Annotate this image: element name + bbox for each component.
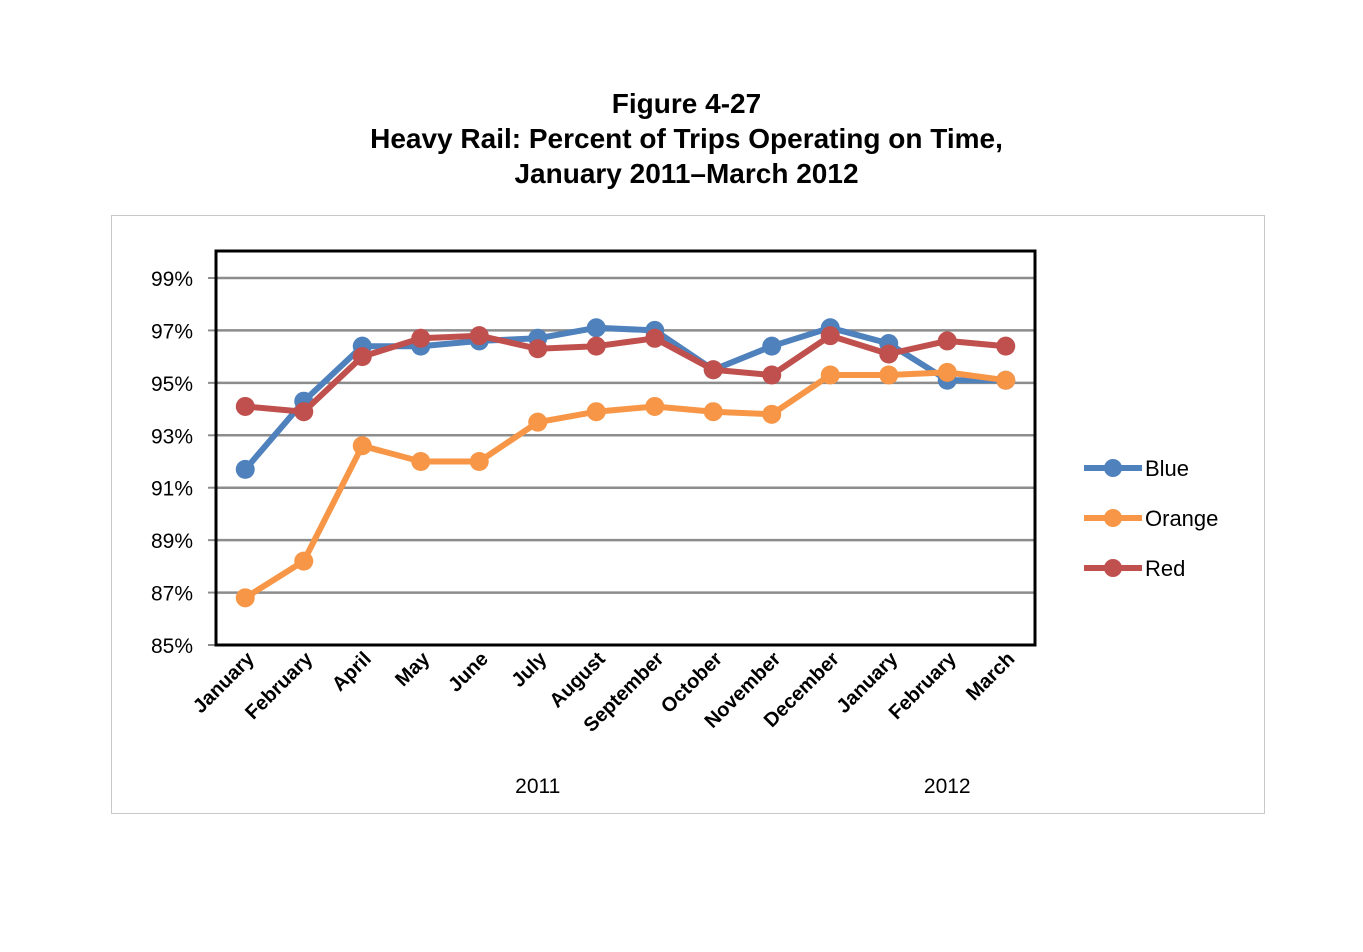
- data-point: [820, 326, 840, 346]
- gridlines: [216, 276, 1035, 594]
- y-tick-label: 99%: [151, 268, 193, 291]
- y-tick-label: 89%: [151, 530, 193, 553]
- data-point: [235, 588, 255, 608]
- series-lines: [235, 318, 1016, 608]
- x-tick-label: June: [444, 648, 493, 697]
- data-point: [645, 328, 665, 348]
- y-tick-label: 85%: [151, 635, 193, 658]
- title-line-3: January 2011–March 2012: [514, 158, 859, 189]
- y-tick-label: 87%: [151, 583, 193, 606]
- data-point: [411, 328, 431, 348]
- y-tick-label: 93%: [151, 425, 193, 448]
- data-point: [528, 339, 548, 359]
- legend-item-blue: Blue: [1084, 456, 1189, 481]
- x-tick-label: April: [328, 648, 376, 696]
- data-point: [820, 365, 840, 385]
- y-tick-label: 95%: [151, 373, 193, 396]
- data-point: [586, 318, 606, 338]
- legend-marker-icon: [1104, 459, 1122, 477]
- y-axis: 85% 87% 89% 91% 93% 95% 97% 99%: [151, 251, 218, 658]
- legend-item-orange: Orange: [1084, 506, 1218, 531]
- plot-area-border: [214, 249, 1037, 647]
- chart-title: Figure 4-27 Heavy Rail: Percent of Trips…: [0, 86, 1363, 191]
- data-point: [352, 436, 372, 456]
- data-point: [411, 452, 431, 471]
- year-group-label: 2011: [515, 775, 560, 798]
- data-point: [645, 396, 665, 416]
- title-line-2: Heavy Rail: Percent of Trips Operating o…: [370, 123, 1003, 154]
- data-point: [879, 365, 899, 385]
- data-point: [235, 459, 255, 479]
- data-point: [937, 331, 957, 351]
- y-tick-label: 91%: [151, 478, 193, 501]
- data-point: [294, 402, 314, 422]
- legend-label: Orange: [1145, 506, 1218, 531]
- series-line: [243, 324, 1006, 472]
- legend-item-red: Red: [1084, 556, 1185, 581]
- data-point: [762, 404, 782, 424]
- series-red: [235, 326, 1016, 422]
- legend: Blue Orange Red: [1084, 456, 1218, 581]
- title-line-1: Figure 4-27: [611, 88, 762, 119]
- series-line: [245, 332, 1007, 415]
- data-point: [586, 336, 606, 356]
- legend-marker-icon: [1104, 509, 1122, 527]
- data-point: [996, 370, 1016, 390]
- data-point: [762, 336, 782, 356]
- data-point: [469, 452, 489, 471]
- data-point: [469, 326, 489, 346]
- legend-marker-icon: [1104, 559, 1122, 577]
- series-line: [243, 369, 1007, 601]
- data-point: [937, 362, 957, 382]
- chart-frame: [111, 215, 1265, 814]
- data-point: [703, 402, 723, 422]
- data-point: [996, 336, 1016, 356]
- y-tick-label: 97%: [151, 320, 193, 343]
- x-tick-label: July: [507, 647, 551, 691]
- x-tick-label: March: [962, 648, 1019, 705]
- data-point: [586, 402, 606, 422]
- data-point: [294, 551, 314, 571]
- x-tick-label: May: [391, 647, 435, 691]
- legend-label: Red: [1145, 556, 1185, 581]
- year-group-label: 2012: [924, 775, 971, 798]
- data-point: [703, 360, 723, 380]
- data-point: [528, 412, 548, 432]
- data-point: [879, 344, 899, 364]
- series-orange: [235, 362, 1016, 608]
- legend-label: Blue: [1145, 456, 1189, 481]
- data-point: [352, 347, 372, 367]
- data-point: [762, 365, 782, 385]
- data-point: [235, 396, 255, 416]
